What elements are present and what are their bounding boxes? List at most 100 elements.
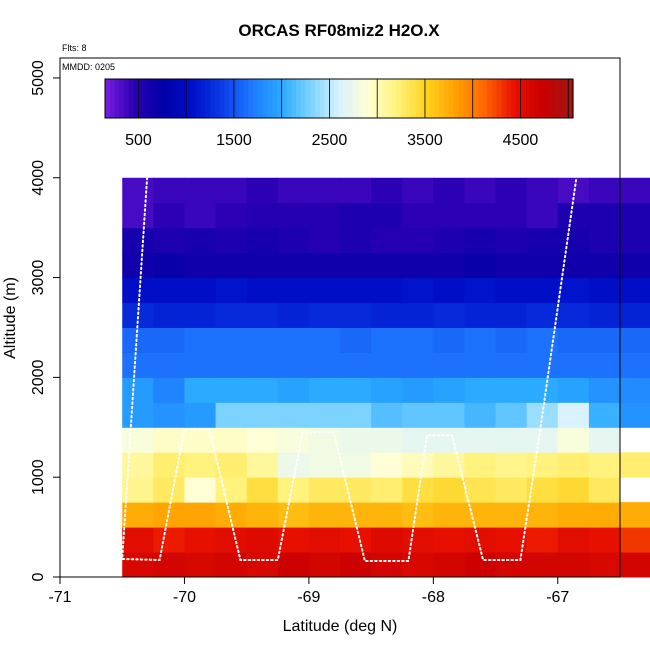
heatmap-cell bbox=[557, 277, 590, 304]
colorbar-segment bbox=[386, 79, 393, 118]
colorbar-segment bbox=[510, 79, 517, 118]
heatmap-cell bbox=[122, 402, 154, 428]
colorbar-segment bbox=[214, 79, 221, 118]
heatmap-cell bbox=[620, 452, 650, 478]
colorbar-tick-label: 4500 bbox=[503, 132, 539, 149]
heatmap-cell bbox=[557, 477, 590, 503]
heatmap-cell bbox=[246, 502, 279, 528]
heatmap-cell bbox=[464, 427, 497, 453]
colorbar-tick-label: 2500 bbox=[312, 132, 348, 149]
x-tick-label: -71 bbox=[48, 589, 71, 606]
heatmap-cell bbox=[526, 377, 559, 403]
colorbar-segment bbox=[424, 79, 431, 118]
heatmap-cell bbox=[308, 327, 341, 353]
heatmap-cell bbox=[184, 227, 217, 254]
heatmap-cell bbox=[122, 227, 154, 254]
heatmap-cell bbox=[495, 427, 528, 453]
colorbar-segment bbox=[401, 79, 407, 118]
heatmap-cell bbox=[495, 227, 528, 254]
colorbar-segment bbox=[190, 79, 197, 118]
colorbar-segment bbox=[358, 79, 364, 118]
heatmap-cell bbox=[184, 177, 217, 204]
heatmap-cell bbox=[184, 202, 217, 229]
heatmap-cell bbox=[557, 327, 590, 353]
heatmap-cell bbox=[557, 527, 590, 553]
heatmap-cell bbox=[153, 202, 185, 229]
heatmap-cell bbox=[402, 252, 434, 279]
heatmap-cell bbox=[620, 502, 650, 528]
colorbar-segment bbox=[534, 79, 541, 118]
heatmap-cell bbox=[184, 252, 217, 279]
heatmap-cell bbox=[308, 477, 341, 503]
heatmap-cell bbox=[620, 402, 650, 428]
colorbar-segment bbox=[391, 79, 397, 118]
heatmap-cell bbox=[557, 202, 590, 229]
heatmap-cell bbox=[526, 552, 559, 578]
heatmap-cell bbox=[340, 427, 372, 453]
heatmap-cell bbox=[557, 427, 590, 453]
colorbar-segment bbox=[276, 79, 283, 118]
heatmap-cell bbox=[495, 552, 528, 578]
heatmap-cell bbox=[464, 227, 497, 254]
colorbar-segment bbox=[233, 79, 240, 118]
colorbar-segment bbox=[133, 79, 140, 118]
colorbar-segment bbox=[296, 79, 302, 118]
heatmap-cell bbox=[246, 327, 279, 353]
heatmap-cell bbox=[184, 477, 217, 503]
heatmap-cell bbox=[215, 502, 248, 528]
heatmap-cell bbox=[402, 327, 434, 353]
colorbar-segment bbox=[157, 79, 163, 118]
heatmap-cell bbox=[557, 227, 590, 254]
y-tick-label: 4000 bbox=[30, 160, 47, 196]
heatmap-cell bbox=[122, 202, 154, 229]
heatmap-cell bbox=[246, 277, 279, 304]
colorbar-segment bbox=[171, 79, 178, 118]
heatmap-cell bbox=[340, 252, 372, 279]
heatmap-cell bbox=[277, 227, 310, 254]
heatmap-cell bbox=[495, 402, 528, 428]
heatmap-cell bbox=[464, 177, 497, 204]
x-tick-label: -67 bbox=[546, 589, 569, 606]
heatmap-cell bbox=[464, 452, 497, 478]
heatmap-cell bbox=[557, 552, 590, 578]
heatmap-cell bbox=[588, 302, 621, 328]
colorbar-segment bbox=[501, 79, 507, 118]
heatmap-cell bbox=[246, 177, 279, 204]
heatmap-cell bbox=[184, 552, 217, 578]
heatmap-cell bbox=[588, 402, 621, 428]
colorbar-segment bbox=[248, 79, 254, 118]
heatmap-cell bbox=[620, 377, 650, 403]
heatmap-cell bbox=[588, 477, 621, 503]
colorbar-segment bbox=[186, 79, 192, 118]
colorbar-segment bbox=[195, 79, 202, 118]
heatmap-cell bbox=[526, 427, 559, 453]
heatmap-cell bbox=[620, 302, 650, 328]
heatmap-cell bbox=[433, 177, 465, 204]
heatmap-cell bbox=[588, 327, 621, 353]
y-tick-label: 1000 bbox=[30, 459, 47, 495]
plot-frame bbox=[59, 57, 621, 578]
heatmap-cell bbox=[153, 402, 185, 428]
colorbar-segment bbox=[143, 79, 149, 118]
colorbar-segment bbox=[205, 79, 211, 118]
heatmap-cell bbox=[464, 402, 497, 428]
heatmap-cell bbox=[340, 302, 372, 328]
colorbar-segment bbox=[377, 79, 383, 118]
heatmap-cell bbox=[215, 527, 248, 553]
heatmap-cell bbox=[620, 527, 650, 553]
heatmap-cell bbox=[433, 502, 465, 528]
heatmap-cell bbox=[402, 302, 434, 328]
heatmap-cell bbox=[308, 277, 341, 304]
colorbar-segment bbox=[539, 79, 545, 118]
heatmap-cell bbox=[588, 452, 621, 478]
colorbar-segment bbox=[563, 79, 569, 118]
heatmap-cell bbox=[184, 302, 217, 328]
heatmap-cell bbox=[495, 202, 528, 229]
heatmap-cell bbox=[308, 252, 341, 279]
colorbar-segment bbox=[472, 79, 479, 118]
flight-track bbox=[121, 176, 578, 562]
heatmap-cell bbox=[557, 402, 590, 428]
heatmap-cell bbox=[277, 277, 310, 304]
heatmap-cell bbox=[308, 227, 341, 254]
